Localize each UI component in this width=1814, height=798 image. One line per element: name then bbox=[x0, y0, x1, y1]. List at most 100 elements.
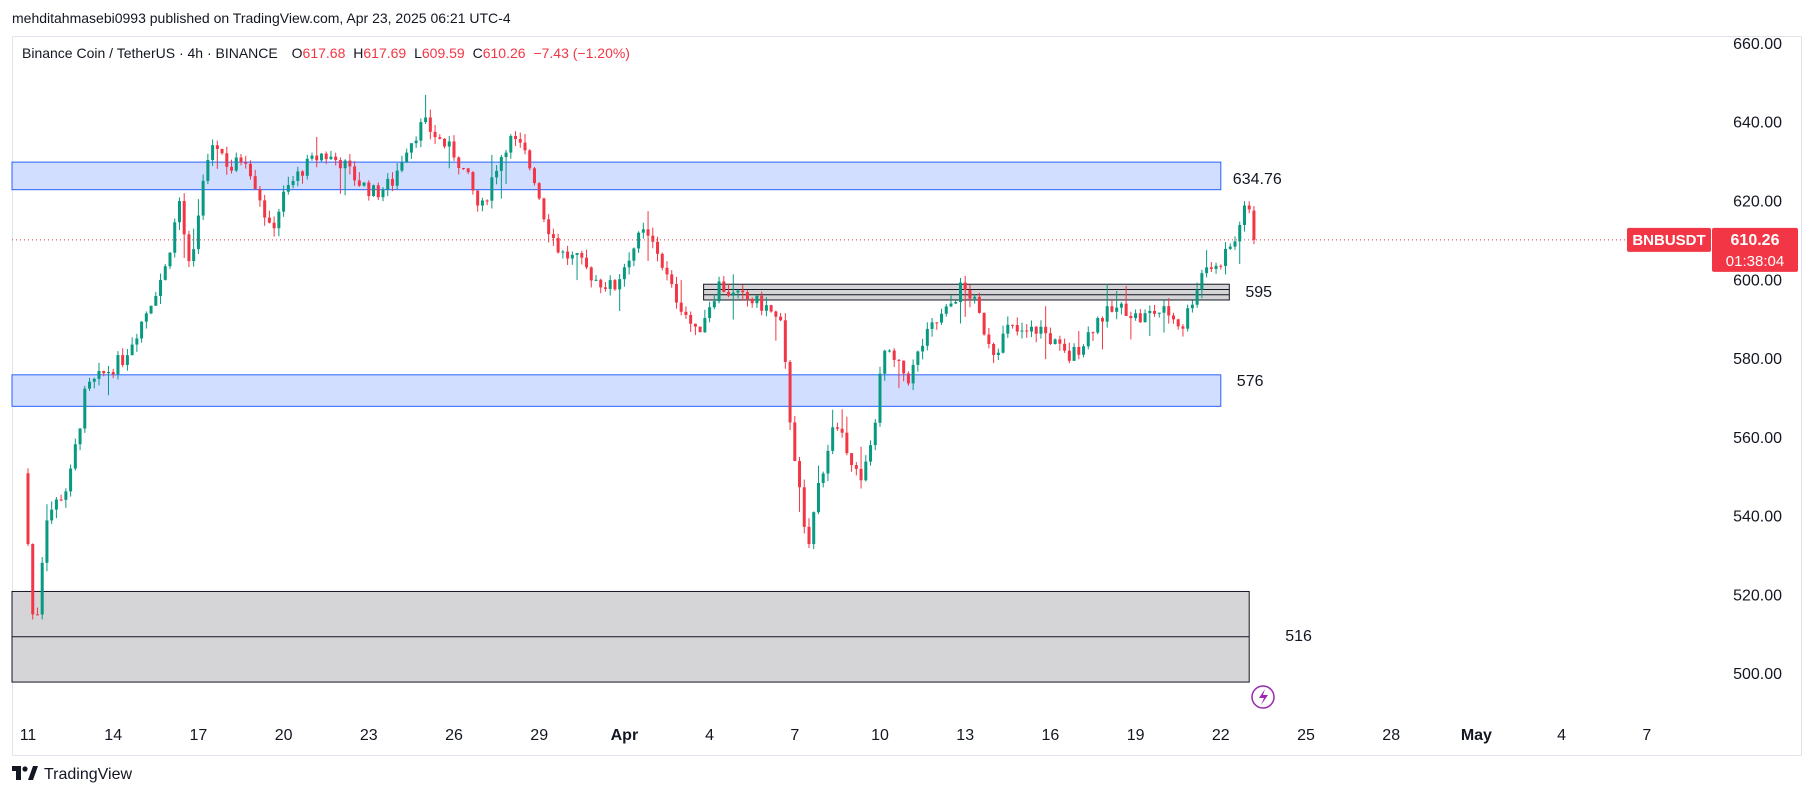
candles-layer bbox=[26, 94, 1256, 620]
time-tick-label: 10 bbox=[871, 727, 889, 744]
candle bbox=[992, 342, 996, 364]
candle bbox=[59, 494, 63, 502]
candle bbox=[798, 456, 802, 512]
candle bbox=[883, 349, 887, 381]
zone-label: 634.76 bbox=[1233, 171, 1282, 188]
candle bbox=[461, 167, 465, 170]
candle bbox=[476, 190, 480, 212]
tradingview-brand[interactable]: TradingView bbox=[12, 766, 132, 784]
candle bbox=[1105, 283, 1109, 328]
candle bbox=[40, 556, 44, 620]
candle bbox=[499, 154, 503, 199]
symbol-name: Binance Coin / TetherUS · 4h · BINANCE bbox=[22, 45, 278, 61]
zones-layer bbox=[11, 161, 1250, 683]
candle bbox=[632, 247, 636, 267]
candle bbox=[192, 228, 196, 267]
candle bbox=[708, 301, 712, 323]
zone-support[interactable] bbox=[11, 374, 1222, 407]
candle bbox=[390, 172, 394, 192]
time-tick-label: 16 bbox=[1042, 727, 1060, 744]
candle bbox=[892, 348, 896, 367]
candle bbox=[253, 169, 257, 190]
candle bbox=[1015, 317, 1019, 336]
candle bbox=[1219, 264, 1223, 270]
price-axis: 660.00 640.00 620.00 600.00 580.00 560.00 540.… bbox=[1733, 36, 1782, 683]
candle bbox=[26, 468, 30, 547]
candle bbox=[409, 143, 413, 159]
flash-icon[interactable] bbox=[1251, 685, 1275, 709]
candle bbox=[689, 311, 693, 332]
time-tick-label: 13 bbox=[956, 727, 974, 744]
candle bbox=[1214, 262, 1218, 274]
candle bbox=[897, 359, 901, 389]
bar-countdown: 01:38:04 bbox=[1726, 253, 1784, 270]
candle bbox=[282, 185, 286, 217]
time-tick-label: 20 bbox=[275, 727, 293, 744]
candle bbox=[353, 161, 357, 186]
candle bbox=[835, 422, 839, 431]
candle bbox=[1124, 285, 1128, 317]
candle bbox=[149, 305, 153, 315]
candle bbox=[495, 165, 499, 185]
candle bbox=[968, 284, 972, 308]
candle bbox=[693, 323, 697, 336]
symbol-legend: Binance Coin / TetherUS · 4h · BINANCE O… bbox=[22, 45, 630, 61]
candle bbox=[1190, 300, 1194, 313]
candle bbox=[1039, 320, 1043, 339]
candle bbox=[651, 227, 655, 249]
candle bbox=[698, 326, 702, 333]
candle bbox=[73, 438, 77, 471]
candle bbox=[286, 176, 290, 195]
candle bbox=[599, 278, 603, 294]
candle bbox=[381, 187, 385, 202]
candle bbox=[1077, 330, 1081, 360]
candle bbox=[102, 370, 106, 377]
candle bbox=[532, 167, 536, 186]
candle bbox=[443, 138, 447, 149]
candle bbox=[807, 518, 811, 549]
price-tick-label: 640.00 bbox=[1733, 115, 1782, 132]
candle bbox=[447, 136, 451, 169]
candle bbox=[400, 155, 404, 173]
zone-resistance[interactable] bbox=[11, 161, 1222, 191]
candle bbox=[1029, 320, 1033, 338]
candle bbox=[343, 159, 347, 196]
candle bbox=[523, 134, 527, 155]
candle bbox=[144, 311, 148, 329]
candle bbox=[1115, 290, 1119, 320]
candle bbox=[111, 368, 115, 379]
candle bbox=[140, 321, 144, 343]
close-key: C bbox=[472, 45, 483, 61]
candle bbox=[471, 171, 475, 195]
candle bbox=[31, 543, 35, 620]
time-tick-label: Apr bbox=[611, 727, 639, 744]
candle bbox=[239, 153, 243, 166]
candle bbox=[452, 135, 456, 161]
candle bbox=[940, 308, 944, 325]
candle bbox=[977, 292, 981, 314]
candle bbox=[215, 140, 219, 169]
candle bbox=[125, 348, 129, 371]
time-tick-label: 11 bbox=[20, 727, 37, 744]
time-axis: 11 14 17 20 23 26 29 Apr 4 7 10 13 16 19 22 25 28 May 4 7 bbox=[20, 727, 1652, 744]
candle bbox=[296, 166, 300, 187]
candle bbox=[760, 291, 764, 316]
open-value: 617.68 bbox=[302, 45, 346, 61]
candle bbox=[1148, 305, 1152, 336]
close-value: 610.26 bbox=[482, 45, 526, 61]
candle bbox=[821, 471, 825, 488]
candle bbox=[873, 419, 877, 451]
price-tick-label: 620.00 bbox=[1733, 194, 1782, 211]
candle bbox=[585, 249, 589, 270]
price-badge: BNBUSDT 610.26 01:38:04 bbox=[1627, 227, 1798, 272]
candle bbox=[220, 148, 224, 155]
candle bbox=[159, 273, 163, 305]
candle bbox=[1143, 309, 1147, 323]
candle bbox=[88, 377, 92, 391]
time-tick-label: 26 bbox=[445, 727, 463, 744]
candle bbox=[1086, 326, 1090, 350]
candle bbox=[987, 327, 991, 349]
candle bbox=[1025, 324, 1029, 338]
candle bbox=[1171, 312, 1175, 324]
